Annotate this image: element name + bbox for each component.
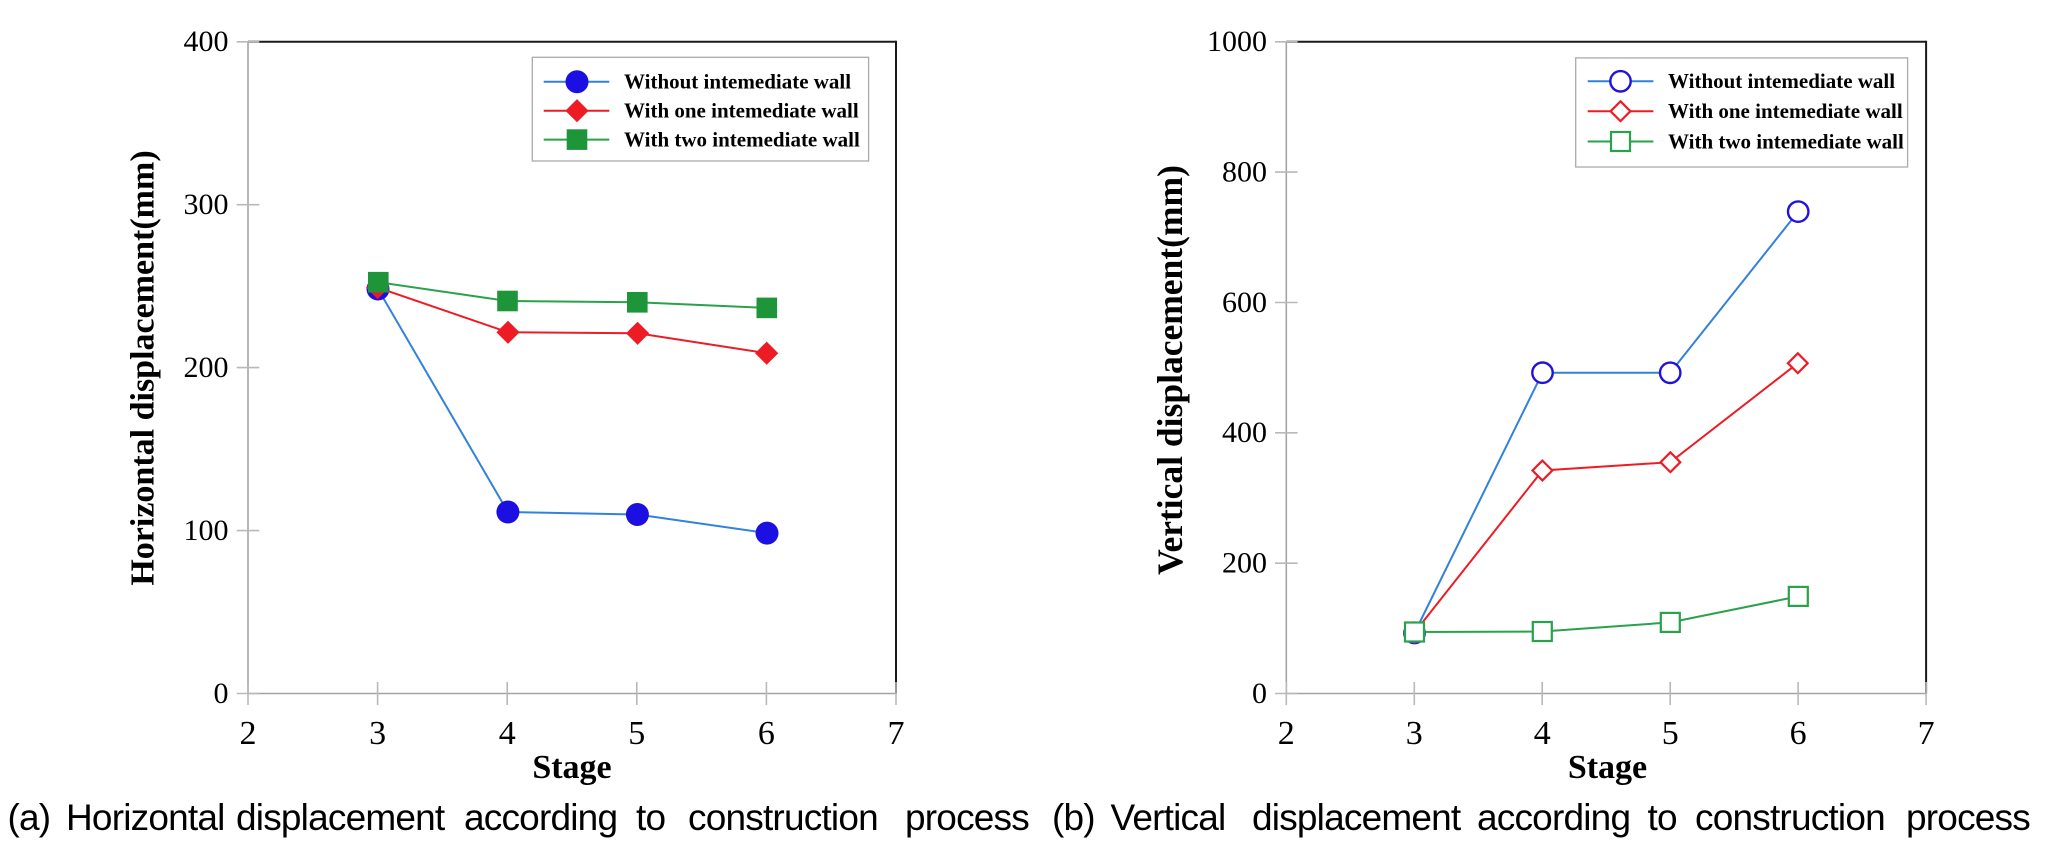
svg-text:With two intemediate wall: With two intemediate wall xyxy=(624,128,860,152)
svg-text:With one intemediate wall: With one intemediate wall xyxy=(1668,99,1903,123)
svg-text:7: 7 xyxy=(888,715,905,752)
svg-text:100: 100 xyxy=(184,514,229,547)
svg-text:3: 3 xyxy=(369,715,386,752)
svg-text:Horizontal displacement(mm): Horizontal displacement(mm) xyxy=(125,150,162,585)
svg-text:0: 0 xyxy=(1252,677,1267,710)
svg-text:200: 200 xyxy=(1222,547,1267,580)
svg-text:Stage: Stage xyxy=(532,749,611,786)
svg-text:6: 6 xyxy=(758,715,775,752)
svg-text:200: 200 xyxy=(184,351,229,384)
svg-text:2: 2 xyxy=(240,715,257,752)
svg-text:Without intemediate wall: Without intemediate wall xyxy=(1668,69,1895,93)
svg-text:6: 6 xyxy=(1790,715,1807,752)
svg-text:4: 4 xyxy=(1534,715,1551,752)
svg-text:400: 400 xyxy=(184,25,229,58)
svg-text:300: 300 xyxy=(184,188,229,221)
svg-text:5: 5 xyxy=(628,715,645,752)
svg-text:1000: 1000 xyxy=(1207,25,1267,58)
svg-text:Vertical displacement(mm): Vertical displacement(mm) xyxy=(1150,165,1190,575)
svg-text:Without intemediate wall: Without intemediate wall xyxy=(624,70,851,94)
svg-text:Stage: Stage xyxy=(1568,749,1647,786)
svg-text:0: 0 xyxy=(214,677,229,710)
svg-text:600: 600 xyxy=(1222,286,1267,319)
svg-text:4: 4 xyxy=(499,715,516,752)
svg-text:5: 5 xyxy=(1662,715,1679,752)
svg-text:400: 400 xyxy=(1222,416,1267,449)
svg-text:With two intemediate wall: With two intemediate wall xyxy=(1668,129,1904,153)
svg-text:7: 7 xyxy=(1918,715,1935,752)
svg-text:3: 3 xyxy=(1406,715,1423,752)
svg-text:2: 2 xyxy=(1278,715,1295,752)
svg-text:800: 800 xyxy=(1222,156,1267,189)
svg-text:With one intemediate wall: With one intemediate wall xyxy=(624,99,859,123)
